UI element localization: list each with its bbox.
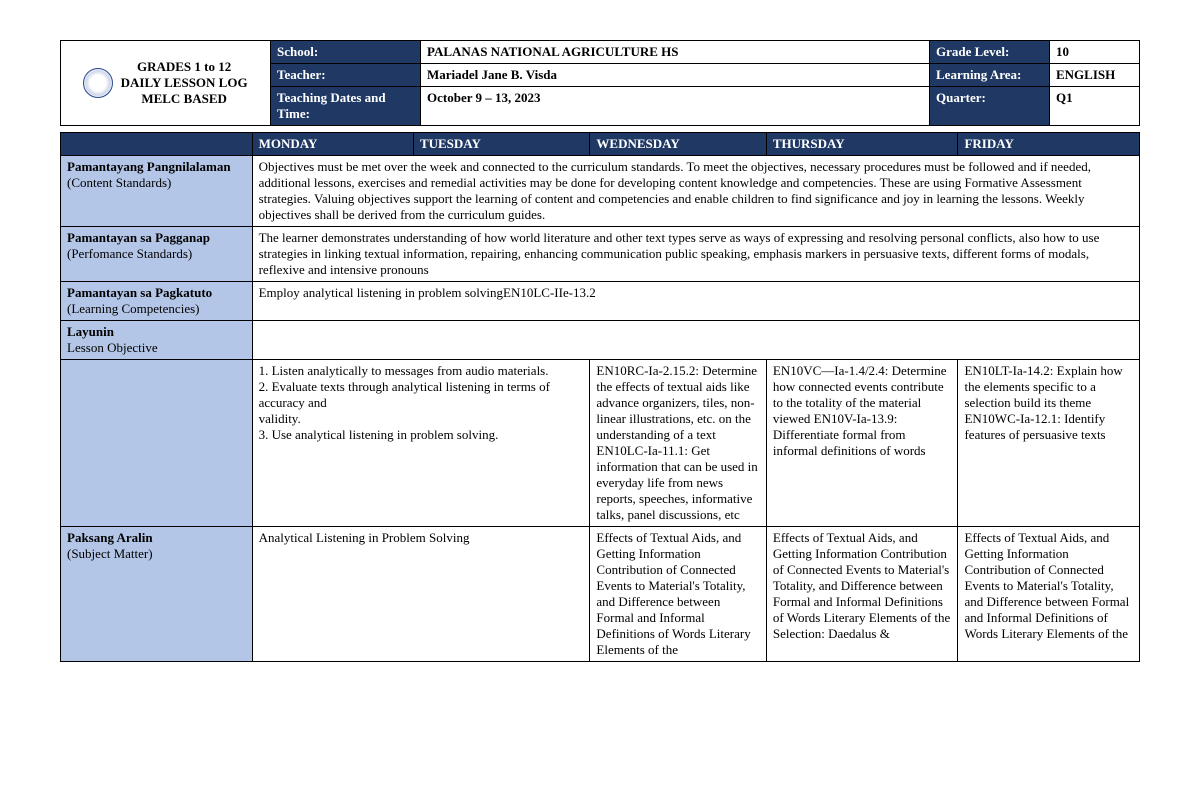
days-header-row: MONDAY TUESDAY WEDNESDAY THURSDAY FRIDAY xyxy=(61,133,1140,156)
subject-thu: Effects of Textual Aids, and Getting Inf… xyxy=(766,527,958,662)
content-std-eng: (Content Standards) xyxy=(67,175,171,190)
learn-comp-label: Pamantayan sa Pagkatuto (Learning Compet… xyxy=(61,282,253,321)
day-tue: TUESDAY xyxy=(413,133,589,156)
row-performance-standards: Pamantayan sa Pagganap (Perfomance Stand… xyxy=(61,227,1140,282)
learn-comp-eng: (Learning Competencies) xyxy=(67,301,199,316)
objective-wed: EN10RC-Ia-2.15.2: Determine the effects … xyxy=(590,360,766,527)
quarter-label: Quarter: xyxy=(930,87,1050,126)
title-line3: MELC BASED xyxy=(141,91,227,106)
row-lesson-objective-header: Layunin Lesson Objective xyxy=(61,321,1140,360)
perf-std-eng: (Perfomance Standards) xyxy=(67,246,192,261)
dates-label: Teaching Dates and Time: xyxy=(271,87,421,126)
school-value: PALANAS NATIONAL AGRICULTURE HS xyxy=(421,41,930,64)
perf-std-fil: Pamantayan sa Pagganap xyxy=(67,230,210,245)
dates-value: October 9 – 13, 2023 xyxy=(421,87,930,126)
subject-wed: Effects of Textual Aids, and Getting Inf… xyxy=(590,527,766,662)
days-blank xyxy=(61,133,253,156)
row-objective-detail: 1. Listen analytically to messages from … xyxy=(61,360,1140,527)
day-wed: WEDNESDAY xyxy=(590,133,766,156)
grade-value: 10 xyxy=(1050,41,1140,64)
objective-blank xyxy=(252,321,1139,360)
objective-mon-tue: 1. Listen analytically to messages from … xyxy=(252,360,590,527)
objective-fil: Layunin xyxy=(67,324,114,339)
teacher-value: Mariadel Jane B. Visda xyxy=(421,64,930,87)
perf-std-label: Pamantayan sa Pagganap (Perfomance Stand… xyxy=(61,227,253,282)
title-line1: GRADES 1 to 12 xyxy=(137,59,231,74)
header-table: GRADES 1 to 12 DAILY LESSON LOG MELC BAS… xyxy=(60,40,1140,126)
row-content-standards: Pamantayang Pangnilalaman (Content Stand… xyxy=(61,156,1140,227)
grade-label: Grade Level: xyxy=(930,41,1050,64)
subject-mon-tue: Analytical Listening in Problem Solving xyxy=(252,527,590,662)
quarter-value: Q1 xyxy=(1050,87,1140,126)
title-line2: DAILY LESSON LOG xyxy=(121,75,248,90)
content-std-fil: Pamantayang Pangnilalaman xyxy=(67,159,231,174)
subject-fri: Effects of Textual Aids, and Getting Inf… xyxy=(958,527,1140,662)
subject-label: Paksang Aralin (Subject Matter) xyxy=(61,527,253,662)
perf-std-text: The learner demonstrates understanding o… xyxy=(252,227,1139,282)
objective-thu: EN10VC—Ia-1.4/2.4: Determine how connect… xyxy=(766,360,958,527)
day-mon: MONDAY xyxy=(252,133,413,156)
header-title-text: GRADES 1 to 12 DAILY LESSON LOG MELC BAS… xyxy=(121,59,248,108)
row-subject-matter: Paksang Aralin (Subject Matter) Analytic… xyxy=(61,527,1140,662)
learn-comp-fil: Pamantayan sa Pagkatuto xyxy=(67,285,212,300)
objective-fri: EN10LT-Ia-14.2: Explain how the elements… xyxy=(958,360,1140,527)
content-std-text: Objectives must be met over the week and… xyxy=(252,156,1139,227)
row-learning-competencies: Pamantayan sa Pagkatuto (Learning Compet… xyxy=(61,282,1140,321)
deped-logo-icon xyxy=(83,68,113,98)
lesson-grid: MONDAY TUESDAY WEDNESDAY THURSDAY FRIDAY… xyxy=(60,132,1140,662)
objective-detail-side xyxy=(61,360,253,527)
objective-label: Layunin Lesson Objective xyxy=(61,321,253,360)
area-label: Learning Area: xyxy=(930,64,1050,87)
header-title-cell: GRADES 1 to 12 DAILY LESSON LOG MELC BAS… xyxy=(61,41,271,126)
day-thu: THURSDAY xyxy=(766,133,958,156)
content-std-label: Pamantayang Pangnilalaman (Content Stand… xyxy=(61,156,253,227)
learn-comp-text: Employ analytical listening in problem s… xyxy=(252,282,1139,321)
teacher-label: Teacher: xyxy=(271,64,421,87)
objective-eng: Lesson Objective xyxy=(67,340,158,355)
subject-eng: (Subject Matter) xyxy=(67,546,153,561)
subject-fil: Paksang Aralin xyxy=(67,530,153,545)
area-value: ENGLISH xyxy=(1050,64,1140,87)
school-label: School: xyxy=(271,41,421,64)
day-fri: FRIDAY xyxy=(958,133,1140,156)
